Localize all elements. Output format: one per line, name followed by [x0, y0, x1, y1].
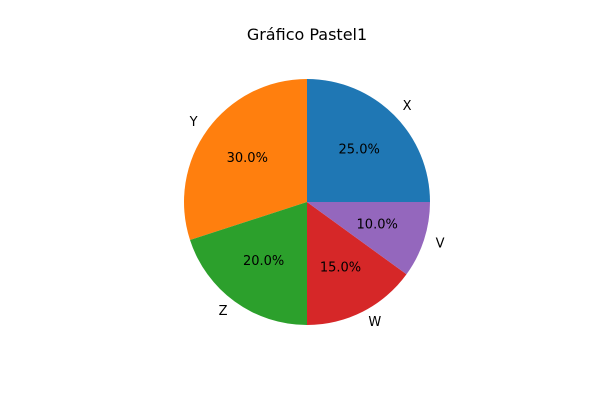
- chart-title: Gráfico Pastel1: [247, 25, 367, 44]
- pie-slice-y: [184, 79, 307, 241]
- pie-slices: [184, 79, 430, 325]
- slice-label-v: V: [436, 236, 445, 251]
- percent-label-w: 15.0%: [320, 260, 361, 275]
- slice-label-z: Z: [219, 304, 228, 319]
- slice-label-w: W: [368, 315, 381, 330]
- percent-label-v: 10.0%: [357, 217, 398, 232]
- percent-label-x: 25.0%: [339, 142, 380, 157]
- pie-labels: X 25.0% Y 30.0% Z 20.0% W 15.0% V 10.0%: [189, 99, 445, 330]
- pie-slice-z: [190, 202, 307, 325]
- pie-slice-w: [307, 202, 407, 325]
- percent-label-y: 30.0%: [227, 151, 268, 166]
- percent-label-z: 20.0%: [243, 254, 284, 269]
- slice-label-x: X: [403, 99, 412, 114]
- pie-slice-x: [307, 79, 430, 202]
- slice-label-y: Y: [189, 115, 198, 130]
- pie-slice-v: [307, 202, 430, 275]
